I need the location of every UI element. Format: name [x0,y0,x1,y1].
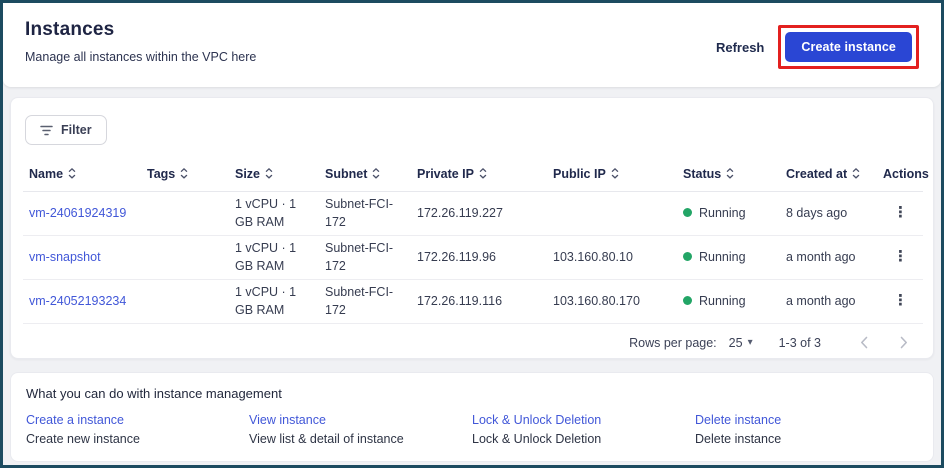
help-item-description: Create new instance [26,432,140,446]
subnet-cell: Subnet-FCI-172 [319,279,411,324]
column-header-tags[interactable]: Tags [147,167,188,181]
public-ip-cell [547,191,677,236]
size-cell: 1 vCPU · 1 GB RAM [229,279,319,324]
instance-name-link[interactable]: vm-24052193234 [29,293,127,308]
private-ip-cell: 172.26.119.116 [411,279,547,324]
column-header-status[interactable]: Status [683,167,734,181]
instance-name-link[interactable]: vm-snapshot [29,249,101,264]
page-title: Instances [25,19,115,40]
previous-page-button[interactable] [851,330,877,356]
sort-icon [852,167,860,180]
sort-icon [372,167,380,180]
sort-icon [180,167,188,180]
filter-icon [40,125,53,136]
create-instance-button[interactable]: Create instance [785,32,912,62]
chevron-left-icon [861,336,868,349]
help-item-view: View instance View list & detail of inst… [249,412,472,448]
create-instance-link[interactable]: Create a instance [26,413,124,427]
help-item-lock-unlock: Lock & Unlock Deletion Lock & Unlock Del… [472,412,695,448]
table-row: vm-24061924319 1 vCPU · 1 GB RAM Subnet-… [23,191,923,236]
pagination-range: 1-3 of 3 [778,335,821,350]
status-badge: Running [683,248,746,266]
sort-icon [265,167,273,180]
created-at-cell: a month ago [780,279,877,324]
column-header-size[interactable]: Size [235,167,273,181]
pagination-bar: Rows per page: 25 ▾ 1-3 of 3 [23,324,921,362]
status-dot-icon [683,252,692,262]
subnet-cell: Subnet-FCI-172 [319,191,411,236]
sort-icon [479,167,487,180]
lock-unlock-deletion-link[interactable]: Lock & Unlock Deletion [472,413,602,427]
subnet-cell: Subnet-FCI-172 [319,235,411,280]
table-header-row: Name Tags Size Subnet Private IP Public … [23,157,929,192]
public-ip-cell: 103.160.80.10 [547,235,677,280]
rows-per-page-label: Rows per page: [629,335,717,350]
status-dot-icon [683,208,692,218]
help-item-delete: Delete instance Delete instance [695,412,918,448]
caret-down-icon: ▾ [747,337,753,348]
help-item-description: Lock & Unlock Deletion [472,432,602,446]
sort-icon [611,167,619,180]
table-row: vm-24052193234 1 vCPU · 1 GB RAM Subnet-… [23,279,923,324]
instance-management-help-card: What you can do with instance management… [10,372,934,462]
sort-icon [68,167,76,180]
help-item-description: View list & detail of instance [249,432,404,446]
column-header-actions: Actions [877,157,929,192]
status-badge: Running [683,292,746,310]
view-instance-link[interactable]: View instance [249,413,326,427]
help-links-row: Create a instance Create new instance Vi… [26,412,918,448]
tags-cell [141,235,229,280]
private-ip-cell: 172.26.119.227 [411,191,547,236]
status-badge: Running [683,204,746,222]
filter-button[interactable]: Filter [25,115,107,145]
chevron-right-icon [900,336,907,349]
sort-icon [726,167,734,180]
created-at-cell: a month ago [780,235,877,280]
tags-cell [141,191,229,236]
size-cell: 1 vCPU · 1 GB RAM [229,191,319,236]
public-ip-cell: 103.160.80.170 [547,279,677,324]
created-at-cell: 8 days ago [780,191,877,236]
private-ip-cell: 172.26.119.96 [411,235,547,280]
instances-table-card: Filter Name Tags Size Subnet Private IP … [10,97,934,359]
column-header-private-ip[interactable]: Private IP [417,167,487,181]
column-header-subnet[interactable]: Subnet [325,167,380,181]
next-page-button[interactable] [891,330,917,356]
row-actions-menu-icon[interactable]: ⋮ [893,248,908,266]
page-header-text: Instances Manage all instances within th… [25,19,256,64]
size-cell: 1 vCPU · 1 GB RAM [229,235,319,280]
status-dot-icon [683,296,692,306]
instance-name-link[interactable]: vm-24061924319 [29,205,127,220]
row-actions-menu-icon[interactable]: ⋮ [893,204,908,222]
table-row: vm-snapshot 1 vCPU · 1 GB RAM Subnet-FCI… [23,235,923,280]
rows-per-page-select[interactable]: 25 ▾ [728,335,753,350]
annotation-highlight-box: Create instance [778,25,919,69]
column-header-created-at[interactable]: Created at [786,167,860,181]
header-actions: Refresh Create instance [716,25,919,69]
instances-table: Name Tags Size Subnet Private IP Public … [23,157,929,324]
row-actions-menu-icon[interactable]: ⋮ [893,292,908,310]
tags-cell [141,279,229,324]
column-header-public-ip[interactable]: Public IP [553,167,619,181]
help-item-description: Delete instance [695,432,782,446]
page-header: Instances Manage all instances within th… [3,3,941,87]
refresh-button[interactable]: Refresh [715,39,765,55]
delete-instance-link[interactable]: Delete instance [695,413,782,427]
help-item-create: Create a instance Create new instance [26,412,249,448]
filter-button-label: Filter [61,123,92,137]
page-subtitle: Manage all instances within the VPC here [25,50,257,64]
column-header-name[interactable]: Name [29,167,76,181]
help-card-heading: What you can do with instance management [26,386,282,401]
